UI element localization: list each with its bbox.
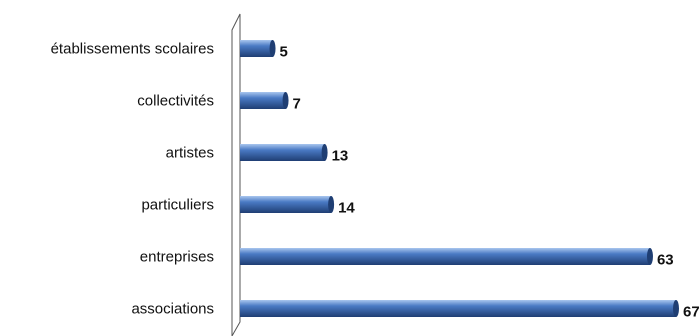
bar-body — [240, 40, 273, 57]
bar-end-cap — [328, 196, 335, 213]
value-labels: 5 7 13 14 63 67 — [280, 44, 699, 321]
bar-body — [240, 196, 332, 213]
bar-body — [240, 144, 325, 161]
category-label: particuliers — [141, 197, 214, 214]
value-label: 63 — [657, 252, 674, 269]
category-label: entreprises — [140, 249, 214, 266]
bar-1 — [240, 92, 289, 109]
bar-end-cap — [269, 40, 276, 57]
category-labels: établissements scolaires collectivités art… — [51, 41, 214, 318]
category-label: collectivités — [137, 93, 214, 110]
bar-end-cap — [646, 248, 653, 265]
bar-end-cap — [321, 144, 328, 161]
bar-body — [240, 300, 676, 317]
bar-4 — [240, 248, 653, 265]
bar-end-cap — [282, 92, 289, 109]
bar-3 — [240, 196, 335, 213]
axis-wall — [231, 13, 241, 336]
value-label: 5 — [280, 44, 288, 61]
bars-layer — [240, 40, 679, 317]
value-label: 14 — [338, 200, 355, 217]
bar-0 — [240, 40, 276, 57]
bar-body — [240, 92, 286, 109]
bar-5 — [240, 300, 679, 317]
value-label: 67 — [683, 304, 699, 321]
category-label: associations — [131, 301, 214, 318]
bar-body — [240, 248, 650, 265]
category-label: établissements scolaires — [51, 41, 214, 58]
bar-end-cap — [673, 300, 679, 317]
category-label: artistes — [166, 145, 214, 162]
value-label: 13 — [332, 148, 349, 165]
value-label: 7 — [293, 96, 301, 113]
bar-2 — [240, 144, 328, 161]
